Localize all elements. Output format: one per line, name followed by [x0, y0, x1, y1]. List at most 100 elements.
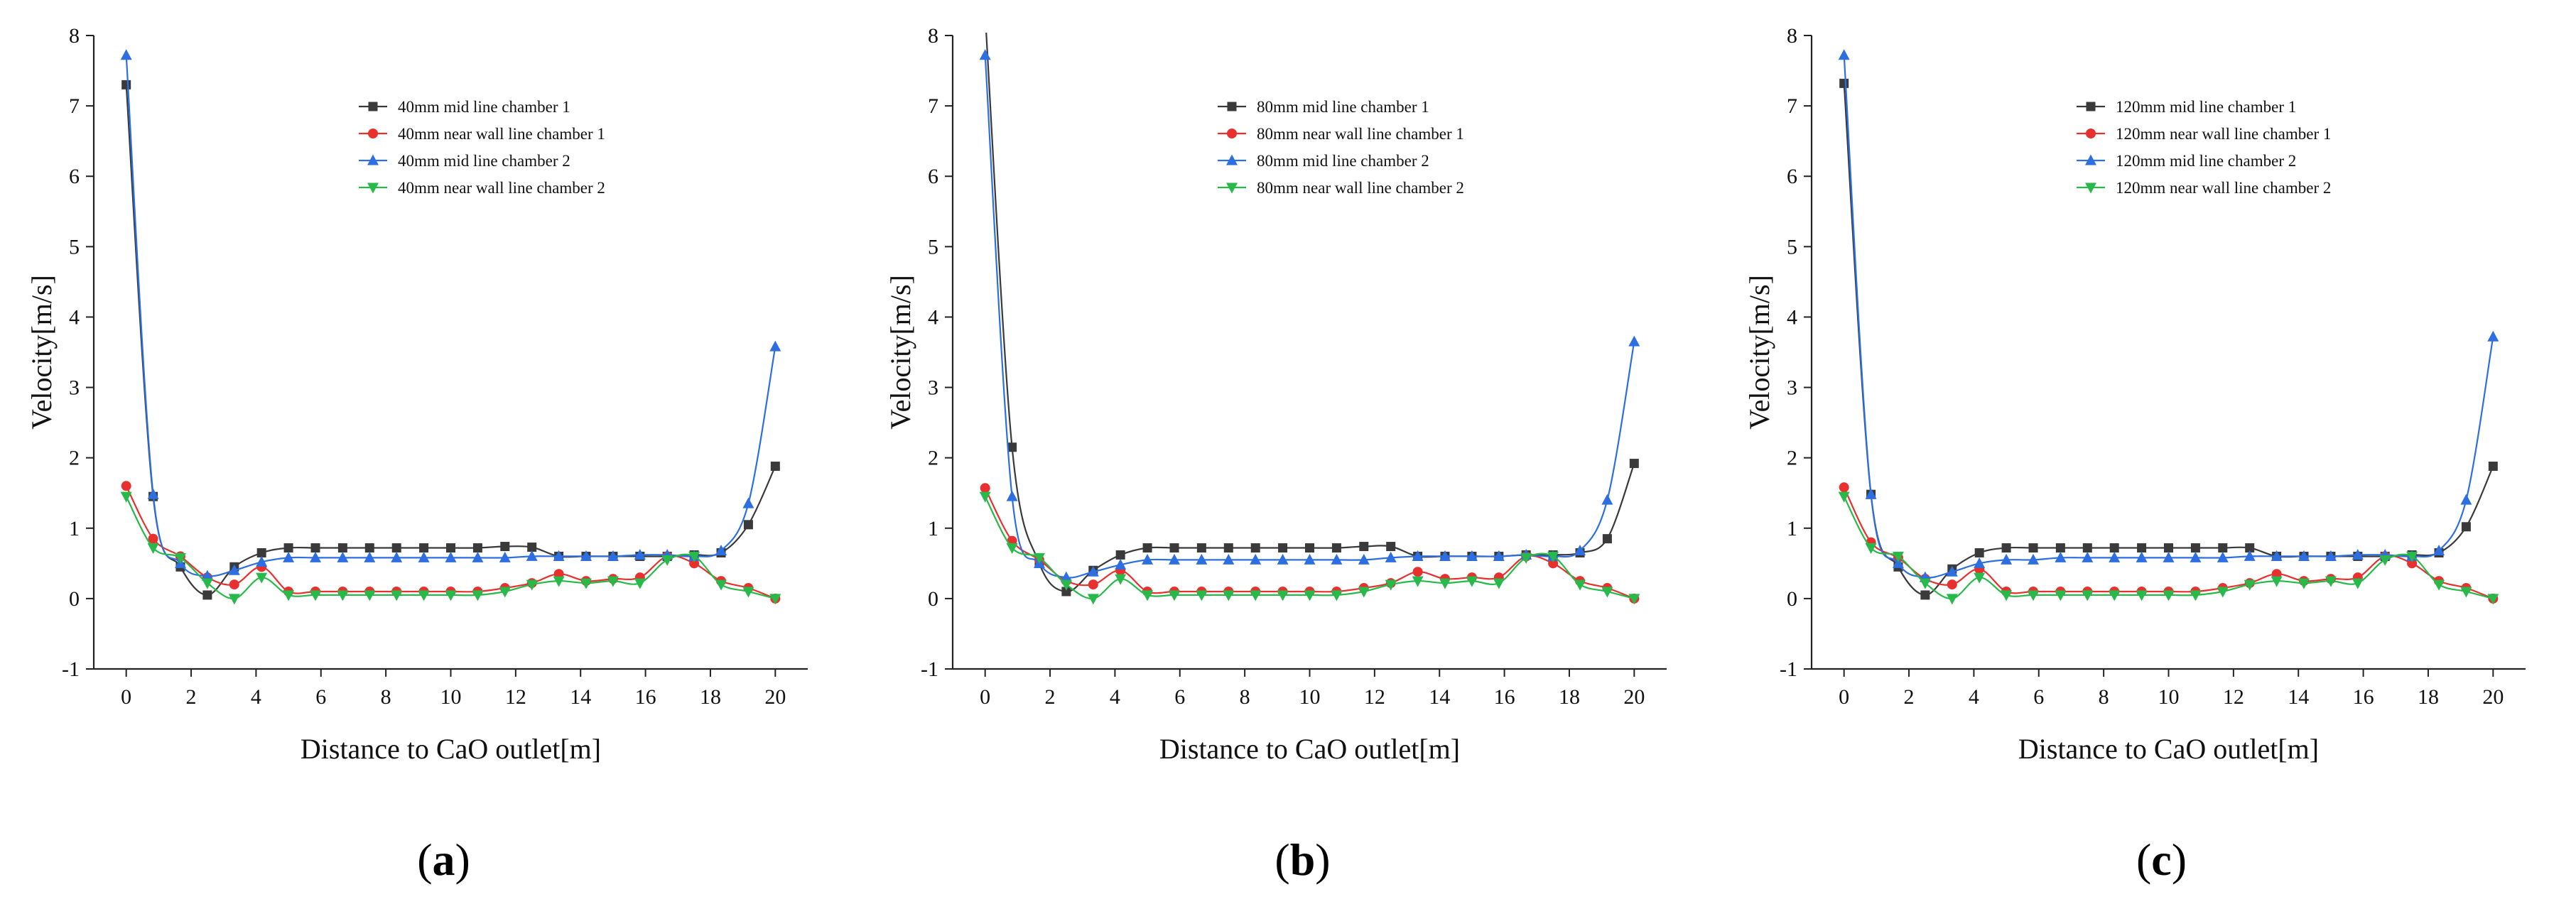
x-tick-label: 0 — [121, 685, 131, 709]
series-line — [125, 485, 776, 599]
y-tick-label: 3 — [69, 376, 80, 400]
data-point — [2488, 462, 2498, 472]
series-near-wall-chamber-2 — [120, 491, 781, 605]
y-tick-label: 2 — [69, 447, 80, 470]
data-point — [580, 550, 592, 561]
data-point — [2001, 590, 2013, 601]
series-near-wall-chamber-2 — [979, 491, 1640, 605]
data-point — [201, 570, 213, 581]
caption-close-paren: ) — [455, 834, 470, 885]
data-point — [445, 551, 457, 562]
data-point — [499, 587, 511, 598]
data-point — [2082, 551, 2094, 562]
data-point — [310, 590, 322, 601]
data-point — [2352, 548, 2364, 560]
data-point — [1277, 590, 1289, 601]
data-point — [1223, 590, 1235, 601]
data-point — [1385, 579, 1397, 591]
data-point — [418, 590, 430, 601]
chart-panel-a: -1 0 1 2 3 4 5 6 7 8 0 2 4 6 8 10 12 14 16 18 20 Distance to … — [0, 0, 859, 904]
y-tick-label: 0 — [928, 587, 938, 611]
data-point — [1919, 578, 1931, 589]
data-point — [661, 555, 673, 566]
data-point — [2298, 550, 2310, 561]
data-point — [2055, 551, 2067, 562]
data-point — [743, 520, 753, 530]
data-point — [2163, 551, 2175, 562]
data-point — [1115, 574, 1127, 585]
data-point — [1359, 542, 1369, 552]
legend-label: 40mm near wall line chamber 1 — [398, 125, 605, 143]
data-point — [2109, 551, 2121, 562]
legend-swatch-marker — [368, 102, 378, 111]
data-point — [1574, 579, 1586, 591]
data-point — [2028, 553, 2040, 565]
y-tick-label: -1 — [62, 658, 80, 681]
x-tick-label: 20 — [1623, 685, 1645, 709]
x-tick-label: 4 — [1110, 685, 1120, 709]
data-point — [202, 590, 212, 600]
data-point — [979, 49, 991, 60]
data-point — [1305, 543, 1314, 553]
x-tick-label: 20 — [764, 685, 786, 709]
data-point — [256, 572, 268, 584]
data-point — [553, 576, 565, 587]
y-axis-label: Velocity[m/s] — [1743, 275, 1775, 430]
data-point — [1087, 594, 1099, 605]
data-point — [2271, 550, 2283, 561]
data-point — [1223, 553, 1235, 565]
x-tick-label: 14 — [2288, 685, 2309, 709]
data-point — [2055, 543, 2065, 553]
data-point — [2244, 579, 2256, 591]
data-point — [1087, 565, 1099, 577]
y-axis-label: Velocity[m/s] — [26, 275, 58, 430]
x-tick-label: 16 — [2353, 685, 2374, 709]
data-point — [1920, 590, 1930, 600]
data-point — [1838, 49, 1850, 60]
data-point — [2028, 590, 2040, 601]
data-point — [634, 548, 646, 560]
y-tick-label: 4 — [69, 305, 80, 329]
data-point — [2487, 594, 2499, 605]
data-point — [769, 594, 781, 605]
x-tick-label: 10 — [1299, 685, 1321, 709]
data-point — [256, 555, 268, 567]
data-point — [418, 551, 430, 562]
y-tick-label: 6 — [69, 165, 80, 188]
data-point — [310, 543, 320, 553]
data-point — [1196, 553, 1208, 565]
data-point — [1250, 590, 1262, 601]
data-point — [1386, 542, 1396, 552]
data-point — [1060, 579, 1072, 591]
x-tick-label: 18 — [2418, 685, 2439, 709]
x-tick-label: 8 — [1240, 685, 1250, 709]
data-point — [2055, 590, 2067, 601]
data-point — [1331, 543, 1341, 553]
x-tick-label: 6 — [315, 685, 326, 709]
caption-close-paren: ) — [1315, 834, 1330, 885]
data-point — [1601, 494, 1613, 505]
legend-swatch-marker — [1226, 183, 1238, 194]
data-point — [526, 579, 538, 591]
data-point — [472, 590, 484, 601]
data-point — [2137, 543, 2147, 553]
data-point — [1277, 553, 1289, 565]
x-tick-label: 14 — [1429, 685, 1450, 709]
data-point — [1142, 543, 1152, 553]
data-point — [1061, 587, 1071, 597]
legend-label: 80mm near wall line chamber 1 — [1257, 125, 1464, 143]
x-tick-label: 12 — [505, 685, 526, 709]
data-point — [2245, 543, 2255, 553]
data-point — [1974, 557, 1986, 568]
data-point — [500, 542, 510, 552]
data-point — [2461, 522, 2471, 532]
data-point — [2460, 587, 2472, 598]
x-tick-label: 4 — [251, 685, 261, 709]
data-point — [1006, 490, 1018, 501]
data-point — [769, 340, 781, 352]
data-point — [1628, 594, 1640, 605]
y-axis-label: Velocity[m/s] — [884, 275, 916, 430]
panel-caption: (b) — [1275, 834, 1330, 885]
